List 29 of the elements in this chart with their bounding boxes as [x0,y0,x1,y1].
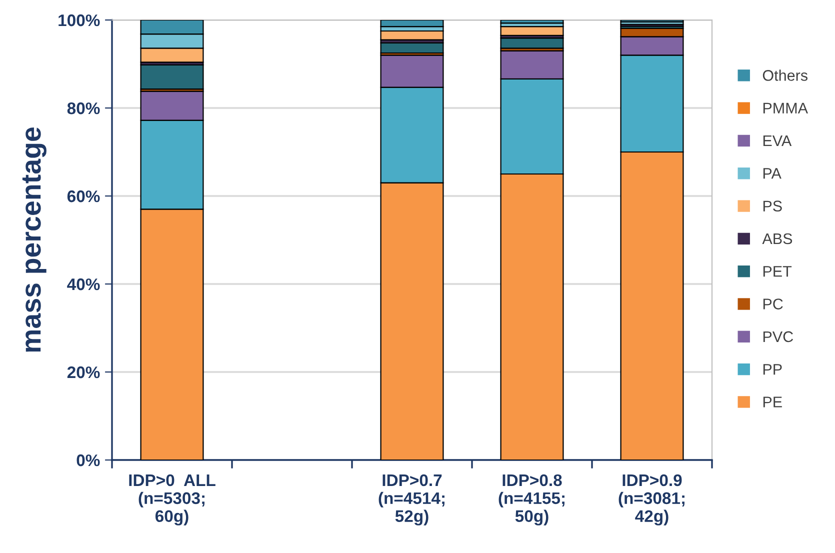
legend-label: PE [763,396,782,408]
y-tick-label: 0% [76,454,100,466]
legend-label: PA [763,168,782,179]
y-tick-label: 80% [67,102,100,114]
legend-label: Others [762,70,808,81]
legend-label: PET [763,266,792,277]
legend-label: EVA [763,136,792,146]
legend-label: PMMA [763,102,808,114]
bar [380,20,444,28]
bar [500,20,564,24]
legend-label: PP [763,364,782,375]
x-tick-label: IDP>0.7 (n=4514; 52g) [378,474,444,526]
bar [500,26,564,36]
bar [380,30,444,40]
x-tick-label: IDP>0.9 (n=3081; 42g) [618,474,684,526]
bar [500,37,564,49]
bar [380,42,444,54]
y-axis-title: mass percentage [22,127,46,352]
x-tick-label: IDP>0 ALL (n=5303; 60g) [129,474,216,526]
y-tick-label: 20% [67,366,100,378]
legend-label: PVC [763,331,794,342]
legend-label: PS [763,200,782,212]
y-tick-label: 60% [67,190,100,202]
x-tick-label: IDP>0.8 (n=4155; 50g) [498,474,564,526]
y-tick-label: 100% [58,14,100,26]
legend-label: PC [763,298,783,310]
bar [140,64,204,90]
legend-label: ABS [762,233,792,244]
y-tick-label: 40% [67,278,100,290]
